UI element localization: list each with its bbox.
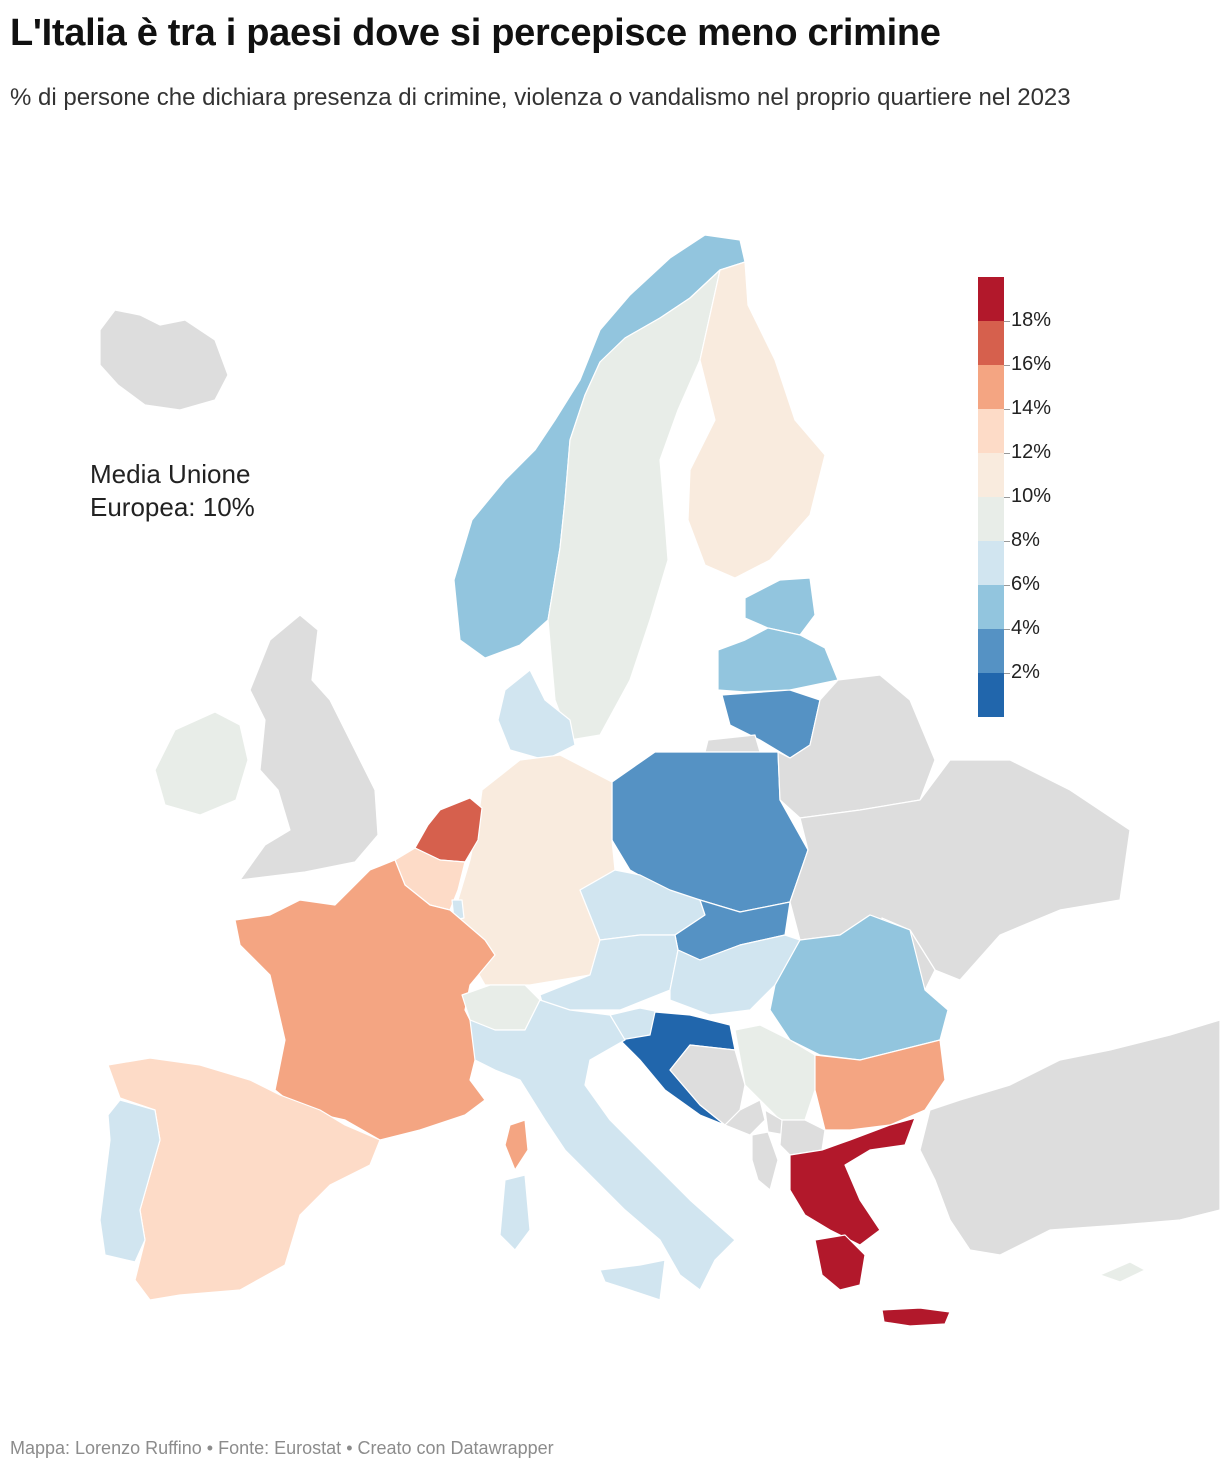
legend-swatch [978, 365, 1004, 409]
legend-tick-mark [1004, 453, 1010, 454]
legend-tick-mark [1004, 585, 1010, 586]
country-sicily[interactable] [599, 1259, 666, 1301]
legend-label: 18% [1011, 309, 1052, 331]
legend-label: 16% [1011, 353, 1052, 375]
legend-label: 14% [1011, 397, 1052, 419]
country-bosnia[interactable] [669, 1044, 746, 1126]
legend-tick-mark [1004, 409, 1010, 410]
legend-swatch [978, 585, 1004, 629]
footer-source: Fonte: Eurostat [218, 1438, 342, 1458]
country-greece-crete[interactable] [881, 1307, 951, 1327]
legend-swatch [978, 409, 1004, 453]
country-serbia[interactable] [734, 1024, 816, 1121]
legend-label: 6% [1011, 573, 1040, 595]
legend-tick-mark [1004, 365, 1010, 366]
eu-average-annotation: Media Unione Europea: 10% [90, 459, 255, 522]
legend-swatch [978, 321, 1004, 365]
footer-separator: • [201, 1438, 219, 1458]
legend-tick-mark [1004, 673, 1010, 674]
country-france[interactable] [234, 859, 496, 1141]
country-greece[interactable] [789, 1117, 916, 1246]
legend-tick-mark [1004, 541, 1010, 542]
country-corsica[interactable] [504, 1119, 529, 1171]
country-montenegro[interactable] [724, 1099, 766, 1136]
country-turkey[interactable] [919, 1019, 1220, 1256]
legend-swatch [978, 541, 1004, 585]
country-united-kingdom[interactable] [239, 614, 379, 881]
legend-swatch [978, 277, 1004, 321]
country-ireland[interactable] [154, 711, 249, 816]
country-sardinia[interactable] [499, 1174, 531, 1251]
legend-tick-mark [1004, 321, 1010, 322]
footer-map-author: Mappa: Lorenzo Ruffino [10, 1438, 202, 1458]
country-sweden[interactable] [547, 269, 721, 741]
country-finland[interactable] [687, 261, 826, 579]
country-iceland[interactable] [99, 309, 229, 411]
legend-label: 12% [1011, 441, 1052, 463]
country-albania[interactable] [751, 1131, 779, 1191]
footer-tool: Creato con Datawrapper [357, 1438, 554, 1458]
country-russia-kaliningrad[interactable] [704, 734, 761, 753]
country-italy[interactable] [469, 999, 736, 1291]
country-latvia[interactable] [717, 627, 839, 693]
legend-label: 4% [1011, 617, 1040, 639]
legend-tick-mark [1004, 629, 1010, 630]
footer-separator: • [341, 1438, 358, 1458]
country-portugal[interactable] [99, 1099, 161, 1263]
country-cyprus[interactable] [1099, 1261, 1146, 1283]
country-denmark[interactable] [497, 669, 576, 761]
legend-tick-mark [1004, 497, 1010, 498]
country-bulgaria[interactable] [814, 1039, 946, 1131]
legend-label: 2% [1011, 661, 1040, 683]
country-estonia[interactable] [744, 577, 816, 636]
chart-subtitle: % di persone che dichiara presenza di cr… [10, 84, 1071, 111]
legend-swatch [978, 453, 1004, 497]
legend-swatch [978, 629, 1004, 673]
country-north-macedonia[interactable] [779, 1119, 826, 1156]
legend-label: 10% [1011, 485, 1052, 507]
country-greece-peloponnese[interactable] [814, 1234, 866, 1291]
legend-swatch [978, 673, 1004, 717]
legend-label: 8% [1011, 529, 1040, 551]
legend-swatch [978, 497, 1004, 541]
footer-credits: Mappa: Lorenzo Ruffino • Fonte: Eurostat… [10, 1438, 554, 1459]
chart-title: L'Italia è tra i paesi dove si percepisc… [10, 12, 941, 54]
